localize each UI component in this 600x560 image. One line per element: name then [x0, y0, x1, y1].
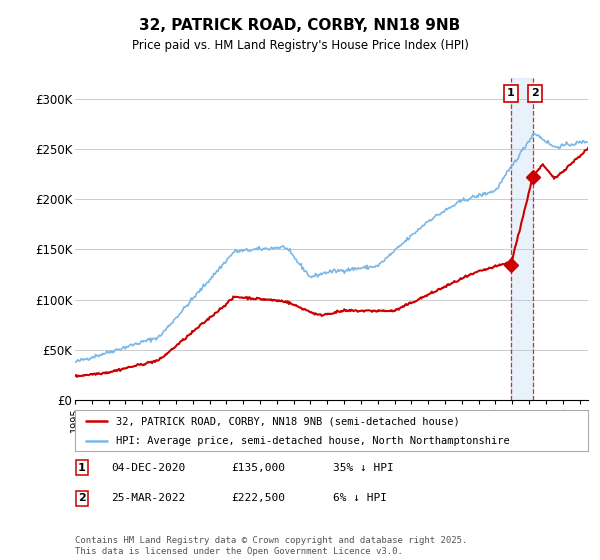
- Text: Price paid vs. HM Land Registry's House Price Index (HPI): Price paid vs. HM Land Registry's House …: [131, 39, 469, 53]
- Text: 1: 1: [78, 463, 86, 473]
- Text: 2: 2: [532, 88, 539, 99]
- Text: 35% ↓ HPI: 35% ↓ HPI: [333, 463, 394, 473]
- Text: 1: 1: [507, 88, 515, 99]
- Text: £222,500: £222,500: [231, 493, 285, 503]
- Text: £135,000: £135,000: [231, 463, 285, 473]
- Text: 2: 2: [78, 493, 86, 503]
- Bar: [511, 78, 533, 400]
- Text: HPI: Average price, semi-detached house, North Northamptonshire: HPI: Average price, semi-detached house,…: [116, 436, 510, 446]
- Text: 04-DEC-2020: 04-DEC-2020: [111, 463, 185, 473]
- Text: 32, PATRICK ROAD, CORBY, NN18 9NB: 32, PATRICK ROAD, CORBY, NN18 9NB: [139, 18, 461, 32]
- Text: Contains HM Land Registry data © Crown copyright and database right 2025.
This d: Contains HM Land Registry data © Crown c…: [75, 536, 467, 556]
- Text: 25-MAR-2022: 25-MAR-2022: [111, 493, 185, 503]
- Text: 32, PATRICK ROAD, CORBY, NN18 9NB (semi-detached house): 32, PATRICK ROAD, CORBY, NN18 9NB (semi-…: [116, 417, 460, 426]
- Text: 6% ↓ HPI: 6% ↓ HPI: [333, 493, 387, 503]
